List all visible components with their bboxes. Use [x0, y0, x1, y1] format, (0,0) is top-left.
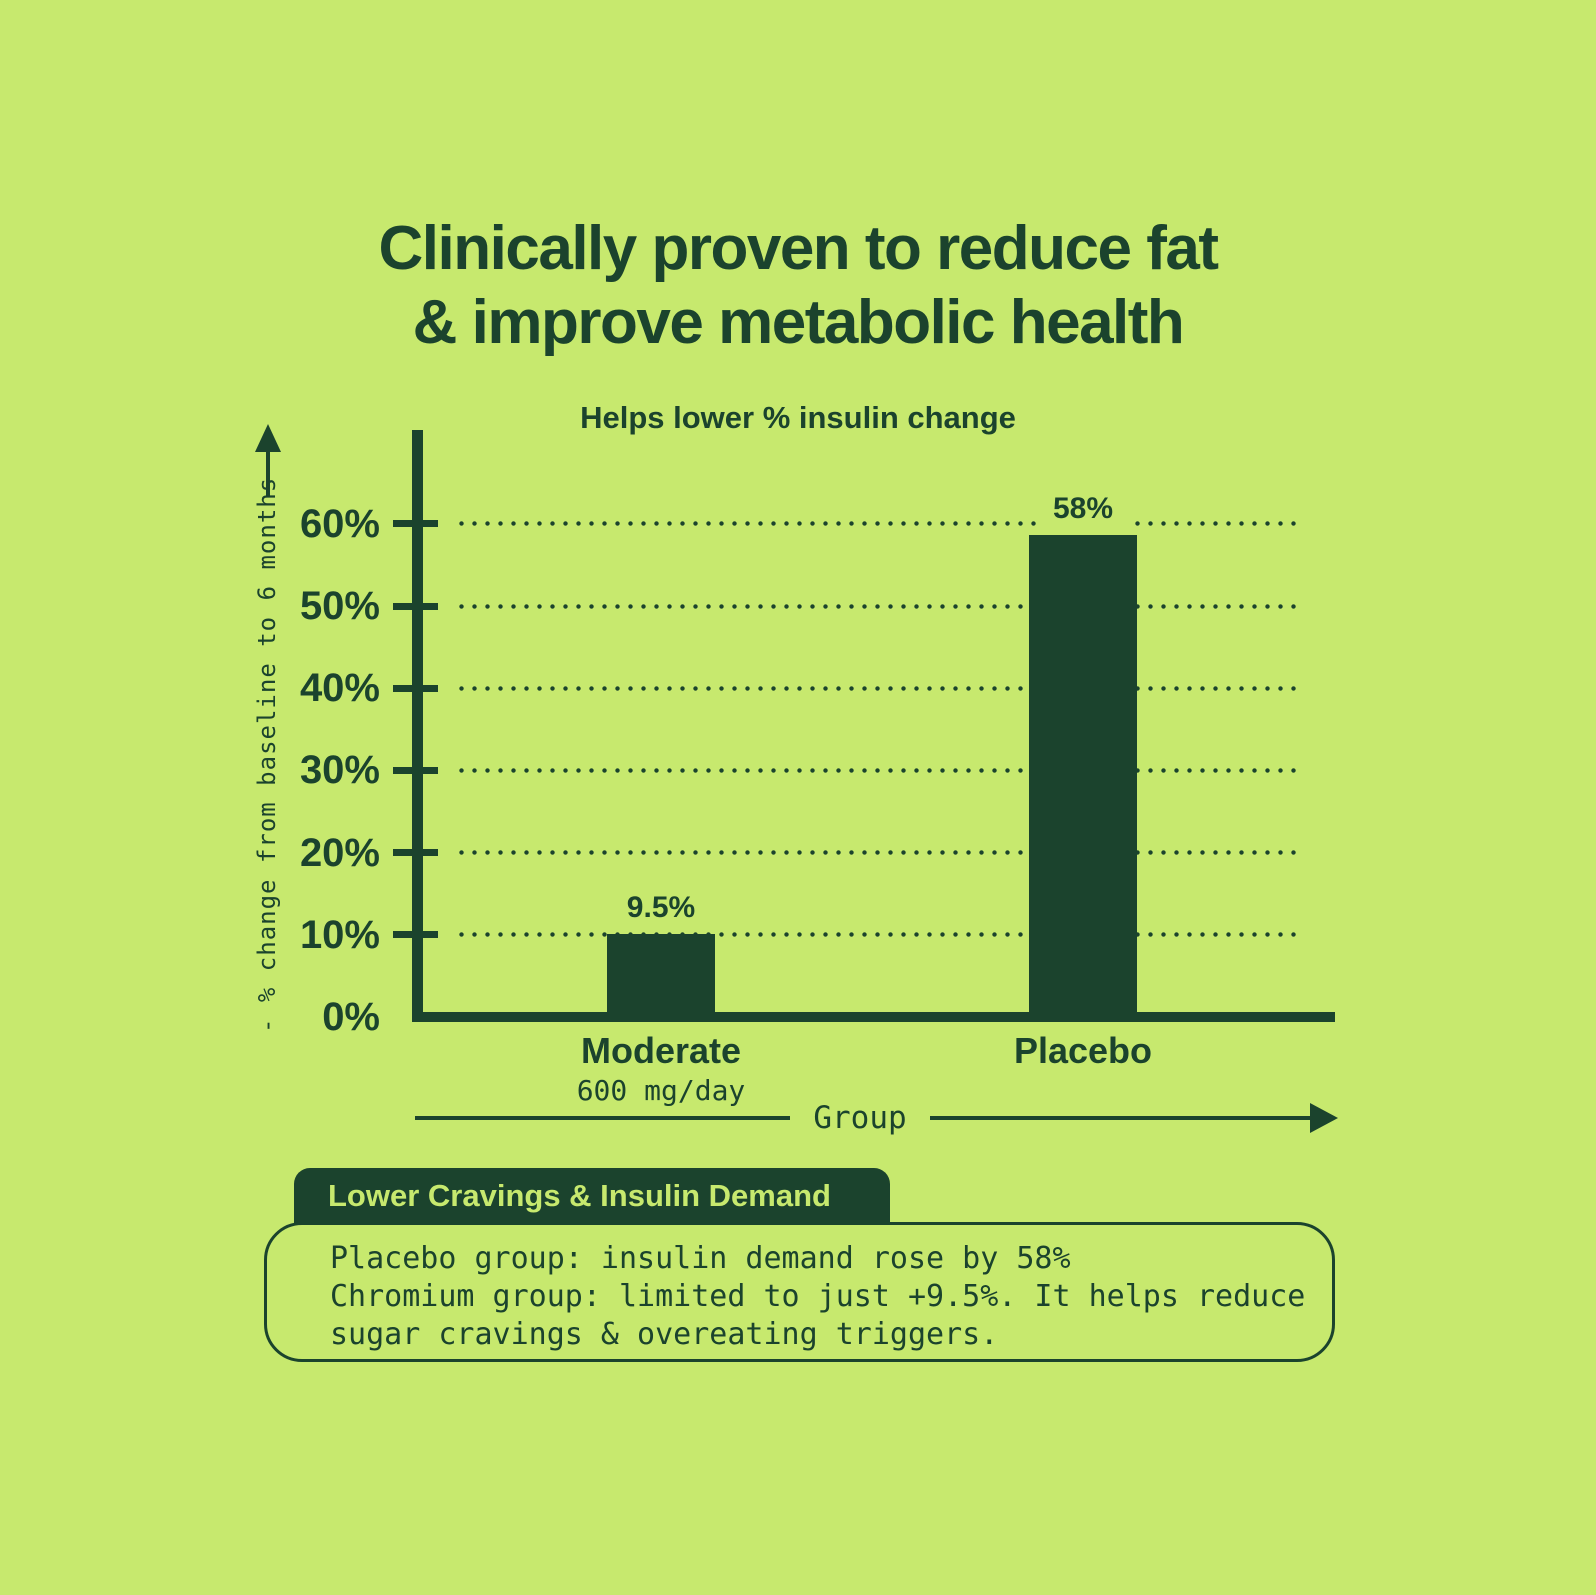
value-label-text: 58% — [1038, 485, 1128, 534]
y-axis-arrowhead-icon — [255, 424, 281, 452]
page-title-line1: Clinically proven to reduce fat — [378, 214, 1219, 283]
y-tick-label-0: 0% — [322, 995, 380, 1039]
gridline-40 — [455, 685, 1300, 691]
value-label-moderate: 9.5% — [551, 883, 771, 932]
y-tick-label-60: 60% — [299, 501, 380, 546]
category-label-moderate: Moderate — [580, 1030, 742, 1071]
gridline-10 — [455, 932, 1300, 938]
y-axis-label: - % change from baseline to 6 months — [253, 476, 281, 1033]
category-sublabel-dose: 600 mg/day — [576, 1074, 746, 1107]
x-axis-line-left — [415, 1116, 790, 1120]
page-title-line2: & improve metabolic health — [412, 288, 1185, 357]
value-label-placebo: 58% — [973, 485, 1193, 534]
category-label-placebo: Placebo — [1013, 1030, 1153, 1071]
value-label-text: 9.5% — [612, 883, 710, 932]
callout-body-line: Placebo group: insulin demand rose by 58… — [330, 1241, 1071, 1276]
y-tick-label-40: 40% — [299, 666, 380, 711]
x-axis-title: Group — [813, 1100, 907, 1136]
gridline-30 — [455, 767, 1300, 773]
callout-heading: Lower Cravings & Insulin Demand — [294, 1168, 890, 1224]
x-axis-arrow-icon — [1310, 1103, 1338, 1133]
bar-moderate — [607, 933, 715, 1012]
gridline-50 — [455, 603, 1300, 609]
callout-body-line: Chromium group: limited to just +9.5%. I… — [330, 1279, 1306, 1314]
y-tick-label-30: 30% — [299, 748, 380, 793]
y-axis-arrow-icon — [266, 450, 270, 496]
y-axis-line — [412, 430, 423, 1022]
x-axis-line — [412, 1012, 1335, 1022]
y-tick-label-20: 20% — [299, 830, 380, 875]
gridline-60 — [455, 521, 1300, 527]
callout-body: Placebo group: insulin demand rose by 58… — [330, 1240, 1320, 1354]
bar-placebo — [1029, 535, 1137, 1012]
chart-title: Helps lower % insulin change — [580, 400, 1016, 435]
x-axis-line-right — [930, 1116, 1312, 1120]
y-tick-label-50: 50% — [299, 584, 380, 628]
callout-body-line: sugar cravings & overeating triggers. — [330, 1317, 999, 1352]
y-tick-label-10: 10% — [299, 912, 380, 957]
gridline-20 — [455, 850, 1300, 856]
page-title: Clinically proven to reduce fat & improv… — [0, 212, 1596, 360]
